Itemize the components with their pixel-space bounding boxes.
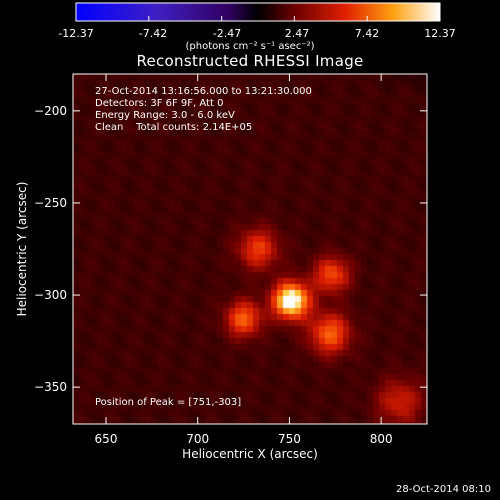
colorbar-units: (photons cm⁻² s⁻¹ asec⁻²): [185, 41, 315, 52]
y-tick-label: −250: [34, 196, 67, 210]
y-tick-label: −300: [34, 288, 67, 302]
time-range: 27-Oct-2014 13:16:56.000 to 13:21:30.000: [95, 86, 312, 97]
detectors: Detectors: 3F 6F 9F, Att 0: [95, 98, 224, 109]
y-ticks: −200 −250 −300 −350: [34, 104, 427, 394]
energy-range: Energy Range: 3.0 - 6.0 keV: [95, 110, 235, 121]
y-tick-label: −350: [34, 380, 67, 394]
colorbar-tick-label: -2.47: [212, 27, 242, 40]
plot-frame: [72, 73, 428, 425]
colorbar-tick-label: -7.42: [138, 27, 168, 40]
x-tick-label: 800: [370, 432, 393, 446]
colorbar: [75, 2, 441, 22]
colorbar-tick-label: 2.47: [284, 27, 310, 40]
x-tick-label: 700: [186, 432, 209, 446]
clean-counts: Clean Total counts: 2.14E+05: [95, 122, 253, 133]
colorbar-gradient: [75, 2, 441, 22]
timestamp: 28-Oct-2014 08:10: [396, 484, 491, 495]
colorbar-tick-label: 12.37: [424, 27, 456, 40]
heatmap-image: [73, 74, 427, 424]
x-tick-label: 650: [95, 432, 118, 446]
observation-info: 27-Oct-2014 13:16:56.000 to 13:21:30.000…: [95, 86, 312, 134]
x-axis-label: Heliocentric X (arcsec): [182, 447, 318, 461]
y-axis-label: Heliocentric Y (arcsec): [15, 182, 29, 317]
chart-title: Reconstructed RHESSI Image: [136, 52, 364, 70]
x-ticks: 650 700 750 800: [95, 74, 393, 446]
x-tick-label: 750: [278, 432, 301, 446]
colorbar-ticks: [75, 16, 441, 21]
colorbar-tick-label: 7.42: [354, 27, 380, 40]
colorbar-tick-label: -12.37: [58, 27, 94, 40]
peak-position: Position of Peak = [751,-303]: [95, 397, 242, 408]
y-tick-label: −200: [34, 104, 67, 118]
